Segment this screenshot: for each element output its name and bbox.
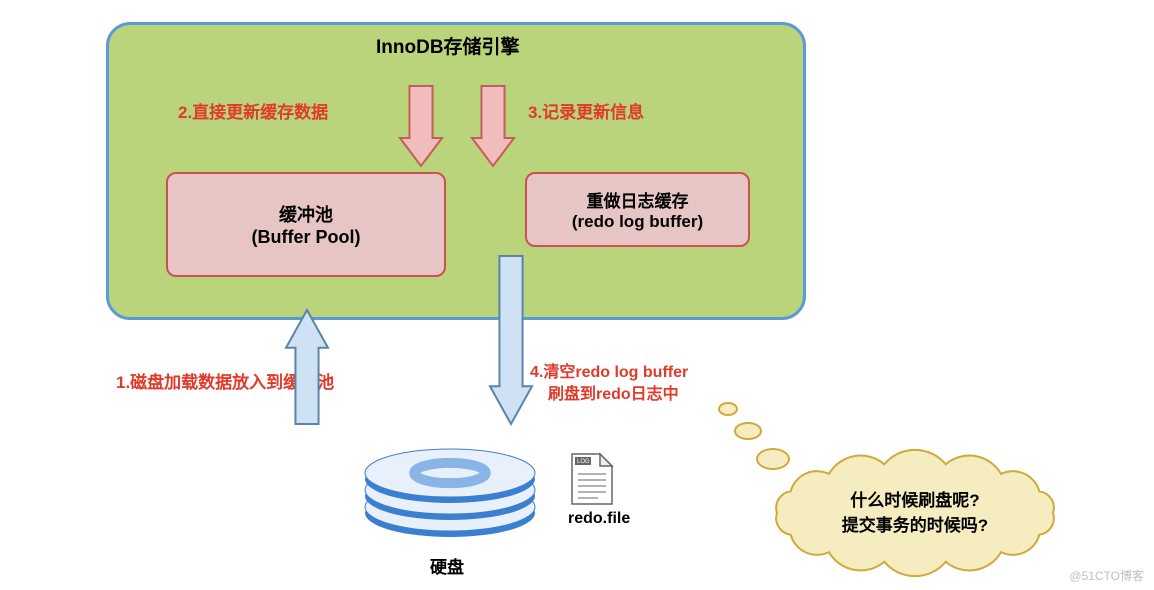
cloud-line1: 什么时候刷盘呢? xyxy=(792,486,1038,511)
thought-bubble-icon xyxy=(756,448,790,470)
step3-label: 3.记录更新信息 xyxy=(528,98,644,123)
step2-label: 2.直接更新缓存数据 xyxy=(178,98,328,123)
step4a-label: 4.清空redo log buffer xyxy=(530,358,688,382)
arrow-down-icon xyxy=(490,256,532,424)
arrow-up-icon xyxy=(286,310,328,424)
arrow-down-icon xyxy=(400,86,442,166)
svg-text:LOG: LOG xyxy=(577,459,590,465)
redo-file-label: redo.file xyxy=(568,510,630,528)
buffer-pool-line2: (Buffer Pool) xyxy=(252,227,361,248)
step4b-label: 刷盘到redo日志中 xyxy=(548,380,679,404)
cloud-text: 什么时候刷盘呢? 提交事务的时候吗? xyxy=(792,486,1038,536)
thought-bubble-icon xyxy=(718,402,738,416)
redo-buffer-line2: (redo log buffer) xyxy=(572,212,703,232)
redo-log-buffer-box: 重做日志缓存 (redo log buffer) xyxy=(525,172,750,247)
thought-bubble-icon xyxy=(734,422,762,440)
engine-title: InnoDB存储引擎 xyxy=(376,32,520,59)
watermark: @51CTO博客 xyxy=(1069,567,1144,584)
arrow-down-icon xyxy=(472,86,514,166)
log-file-icon: LOG xyxy=(570,452,616,508)
buffer-pool-line1: 缓冲池 xyxy=(279,201,333,227)
cloud-line2: 提交事务的时候吗? xyxy=(792,511,1038,536)
buffer-pool-box: 缓冲池 (Buffer Pool) xyxy=(166,172,446,277)
disk-stack-icon xyxy=(355,443,545,565)
redo-buffer-line1: 重做日志缓存 xyxy=(587,187,689,212)
